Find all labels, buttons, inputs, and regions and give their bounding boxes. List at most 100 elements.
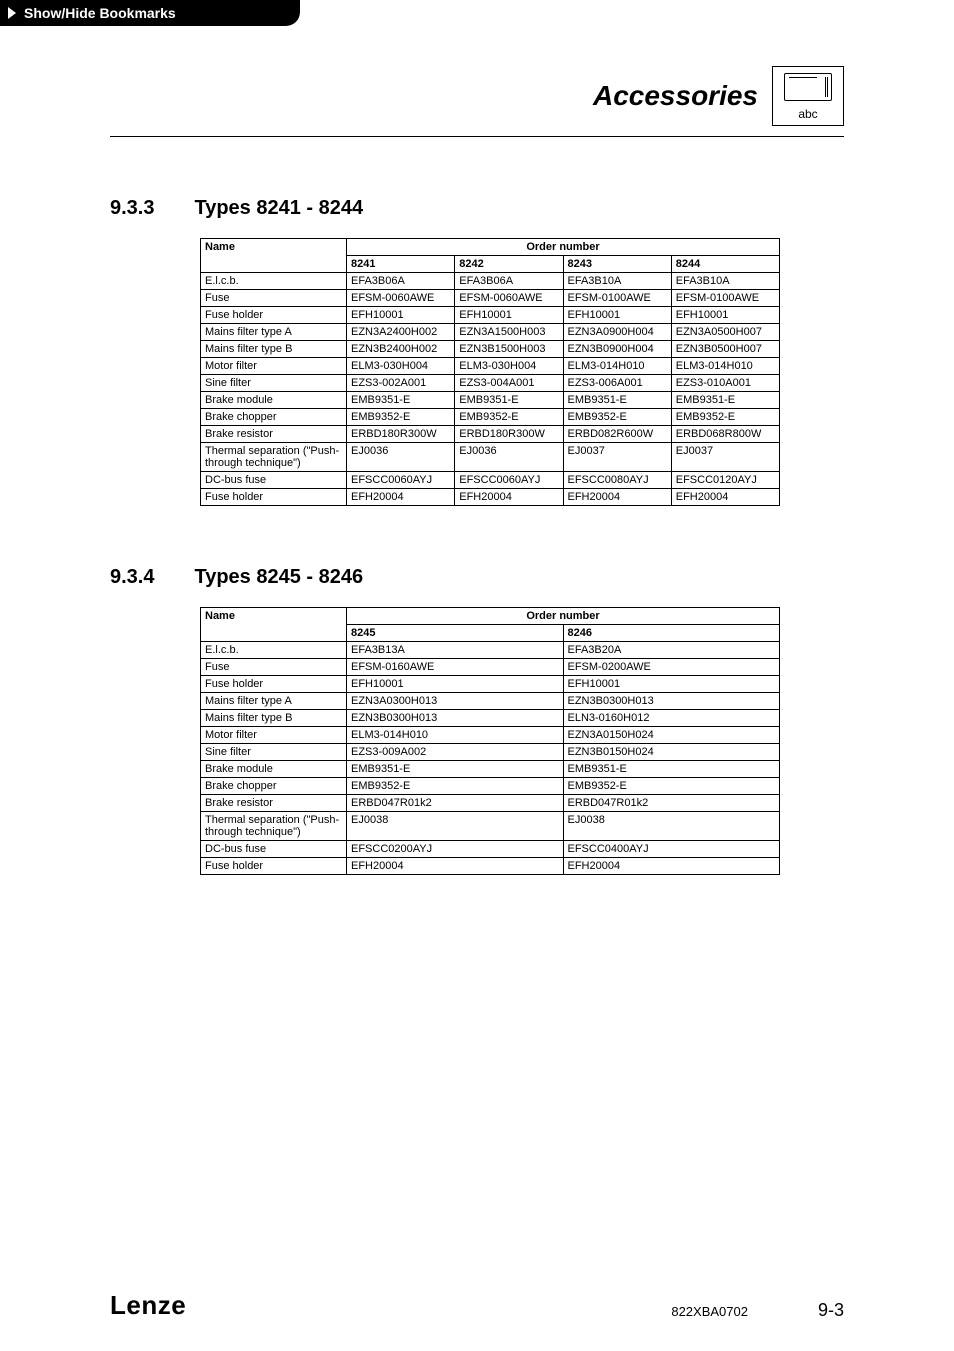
- bookmark-toggle[interactable]: Show/Hide Bookmarks: [0, 0, 300, 26]
- col-header-order-number: Order number: [347, 239, 780, 256]
- row-name: Fuse holder: [201, 307, 347, 324]
- table-row: Motor filterELM3-014H010EZN3A0150H024: [201, 727, 780, 744]
- row-name: Mains filter type A: [201, 324, 347, 341]
- row-name: Mains filter type A: [201, 693, 347, 710]
- cell-value: EFH20004: [347, 858, 564, 875]
- cell-value: EZN3B0500H007: [671, 341, 779, 358]
- cell-value: EZN3A0150H024: [563, 727, 780, 744]
- cell-value: EFA3B20A: [563, 642, 780, 659]
- row-name: Brake resistor: [201, 426, 347, 443]
- cell-value: EMB9352-E: [671, 409, 779, 426]
- cell-value: EFSM-0060AWE: [347, 290, 455, 307]
- cell-value: EFH10001: [455, 307, 563, 324]
- cell-value: EFH20004: [455, 489, 563, 506]
- row-name: Brake chopper: [201, 778, 347, 795]
- cell-value: ERBD180R300W: [455, 426, 563, 443]
- row-name: Mains filter type B: [201, 710, 347, 727]
- footer-meta: 822XBA0702 9-3: [671, 1300, 844, 1321]
- cell-value: EJ0037: [671, 443, 779, 472]
- cell-value: EFH10001: [347, 676, 564, 693]
- cell-value: EMB9351-E: [347, 392, 455, 409]
- cell-value: EFSM-0100AWE: [671, 290, 779, 307]
- cell-value: EFSM-0200AWE: [563, 659, 780, 676]
- section-title: Types 8241 - 8244: [194, 197, 363, 220]
- cell-value: EZS3-009A002: [347, 744, 564, 761]
- cell-value: EMB9352-E: [347, 409, 455, 426]
- table-row: FuseEFSM-0160AWEEFSM-0200AWE: [201, 659, 780, 676]
- section-title: Types 8245 - 8246: [194, 566, 363, 589]
- lenze-logo: Lenze: [110, 1290, 186, 1321]
- cell-value: EZS3-004A001: [455, 375, 563, 392]
- cell-value: EFSCC0120AYJ: [671, 472, 779, 489]
- table-row: Thermal separation ("Push-through techni…: [201, 812, 780, 841]
- cell-value: ELM3-030H004: [455, 358, 563, 375]
- table-row: DC-bus fuseEFSCC0200AYJEFSCC0400AYJ: [201, 841, 780, 858]
- section-heading: 9.3.3 Types 8241 - 8244: [110, 197, 844, 220]
- table-row: Brake chopperEMB9352-EEMB9352-EEMB9352-E…: [201, 409, 780, 426]
- table-row: FuseEFSM-0060AWEEFSM-0060AWEEFSM-0100AWE…: [201, 290, 780, 307]
- row-name: Fuse holder: [201, 676, 347, 693]
- cell-value: EJ0036: [455, 443, 563, 472]
- cell-value: ERBD047R01k2: [563, 795, 780, 812]
- cell-value: ERBD068R800W: [671, 426, 779, 443]
- cell-value: EFH10001: [347, 307, 455, 324]
- expand-icon: [8, 7, 16, 19]
- row-name: Sine filter: [201, 375, 347, 392]
- section-number: 9.3.3: [110, 197, 154, 220]
- cell-value: EZN3A2400H002: [347, 324, 455, 341]
- row-name: Thermal separation ("Push-through techni…: [201, 443, 347, 472]
- cell-value: EFA3B10A: [671, 273, 779, 290]
- page-title: Accessories: [593, 80, 758, 112]
- doc-type-badge: abc: [772, 66, 844, 126]
- cell-value: EFH20004: [563, 489, 671, 506]
- section-9-3-4: 9.3.4 Types 8245 - 8246 NameOrder number…: [110, 566, 844, 875]
- table-row: Fuse holderEFH10001EFH10001: [201, 676, 780, 693]
- section-9-3-3: 9.3.3 Types 8241 - 8244 NameOrder number…: [110, 197, 844, 506]
- cell-value: EFH20004: [671, 489, 779, 506]
- accessories-table-8245-8246: NameOrder number82458246E.l.c.b.EFA3B13A…: [200, 607, 780, 875]
- cell-value: EJ0038: [563, 812, 780, 841]
- bookmark-label: Show/Hide Bookmarks: [24, 5, 176, 21]
- table-row: Thermal separation ("Push-through techni…: [201, 443, 780, 472]
- table-row: Fuse holderEFH20004EFH20004EFH20004EFH20…: [201, 489, 780, 506]
- accessories-table-8241-8244: NameOrder number8241824282438244E.l.c.b.…: [200, 238, 780, 506]
- cell-value: EMB9352-E: [455, 409, 563, 426]
- section-number: 9.3.4: [110, 566, 154, 589]
- cell-value: EFSCC0080AYJ: [563, 472, 671, 489]
- cell-value: EZN3B2400H002: [347, 341, 455, 358]
- cell-value: ELM3-014H010: [563, 358, 671, 375]
- row-name: Brake module: [201, 761, 347, 778]
- row-name: Brake chopper: [201, 409, 347, 426]
- cell-value: EFSM-0060AWE: [455, 290, 563, 307]
- cell-value: EZN3B0150H024: [563, 744, 780, 761]
- cell-value: EJ0037: [563, 443, 671, 472]
- document-icon: [784, 73, 832, 101]
- cell-value: EFSCC0200AYJ: [347, 841, 564, 858]
- cell-value: EMB9351-E: [455, 392, 563, 409]
- cell-value: EFSM-0100AWE: [563, 290, 671, 307]
- page-header: Accessories abc: [110, 66, 844, 126]
- table-row: E.l.c.b.EFA3B13AEFA3B20A: [201, 642, 780, 659]
- cell-value: EZN3B0300H013: [347, 710, 564, 727]
- row-name: DC-bus fuse: [201, 841, 347, 858]
- cell-value: EZN3A0900H004: [563, 324, 671, 341]
- cell-value: EMB9351-E: [563, 761, 780, 778]
- cell-value: ERBD047R01k2: [347, 795, 564, 812]
- cell-value: ERBD082R600W: [563, 426, 671, 443]
- row-name: E.l.c.b.: [201, 642, 347, 659]
- table-row: Sine filterEZS3-009A002EZN3B0150H024: [201, 744, 780, 761]
- cell-value: EMB9351-E: [671, 392, 779, 409]
- cell-value: EZN3A0300H013: [347, 693, 564, 710]
- cell-value: EJ0038: [347, 812, 564, 841]
- cell-value: EFSCC0060AYJ: [347, 472, 455, 489]
- cell-value: EFSCC0060AYJ: [455, 472, 563, 489]
- col-header-type: 8246: [563, 625, 780, 642]
- cell-value: ELM3-030H004: [347, 358, 455, 375]
- cell-value: EFH20004: [347, 489, 455, 506]
- cell-value: EFA3B06A: [455, 273, 563, 290]
- cell-value: EFH10001: [671, 307, 779, 324]
- row-name: Sine filter: [201, 744, 347, 761]
- table-row: Brake moduleEMB9351-EEMB9351-E: [201, 761, 780, 778]
- table-row: Mains filter type AEZN3A0300H013EZN3B030…: [201, 693, 780, 710]
- page-footer: Lenze 822XBA0702 9-3: [110, 1290, 844, 1321]
